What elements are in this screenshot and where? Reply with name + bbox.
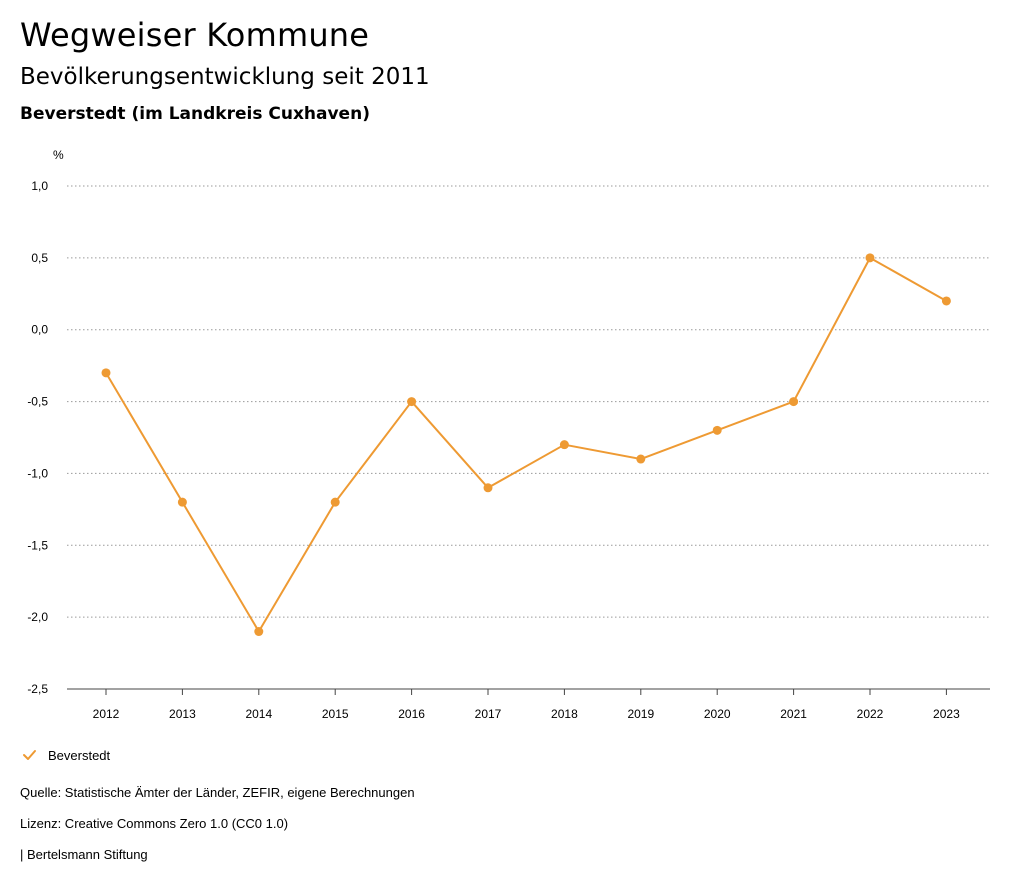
y-axis-label: % — [53, 148, 64, 162]
check-icon — [20, 746, 40, 764]
data-point — [254, 627, 264, 637]
data-point — [483, 483, 493, 493]
y-tick-label: -1,0 — [27, 466, 48, 480]
x-tick-label: 2023 — [933, 707, 960, 721]
license-text: Lizenz: Creative Commons Zero 1.0 (CC0 1… — [20, 816, 289, 831]
data-point — [407, 397, 417, 407]
x-tick-label: 2021 — [780, 707, 807, 721]
source-text: Quelle: Statistische Ämter der Länder, Z… — [20, 785, 415, 800]
series-line-beverstedt — [105, 256, 947, 633]
data-point — [941, 296, 951, 306]
y-axis-ticks: 1,0 0,5 0,0 -0,5 -1,0 -1,5 -2,0 -2,5 — [27, 179, 48, 696]
page-title: Wegweiser Kommune — [20, 16, 370, 54]
y-tick-label: -2,0 — [27, 610, 48, 624]
line-chart: 1,00,50,0-0,5-1,0-1,5-2,0-2,5 2012 2013 20… — [27, 148, 990, 721]
x-tick-label: 2019 — [627, 707, 654, 721]
chart-subtitle: Bevölkerungsentwicklung seit 2011 — [20, 64, 430, 90]
grid-lines — [67, 185, 990, 690]
legend-label: Beverstedt — [48, 747, 111, 763]
x-tick-label: 2017 — [475, 707, 502, 721]
data-point — [789, 397, 799, 407]
y-tick-label: 0,5 — [31, 251, 48, 265]
publisher-text: | Bertelsmann Stiftung — [20, 847, 148, 862]
series-layer — [101, 253, 951, 637]
x-tick-label: 2013 — [169, 707, 196, 721]
data-point — [865, 253, 875, 263]
data-point — [177, 497, 187, 507]
data-point — [330, 497, 340, 507]
x-tick-label: 2018 — [551, 707, 578, 721]
x-tick-label: 2014 — [245, 707, 272, 721]
x-axis-ticks: 2012 2013 2014 2015 2016 2017 2018 2019 2020 2021… — [93, 689, 960, 721]
x-tick-label: 2020 — [704, 707, 731, 721]
y-tick-label: -1,5 — [27, 538, 48, 552]
x-tick-label: 2012 — [93, 707, 120, 721]
x-tick-label: 2015 — [322, 707, 349, 721]
legend-item-beverstedt[interactable]: Beverstedt — [20, 744, 110, 766]
data-point — [101, 368, 111, 378]
data-point — [636, 454, 646, 464]
data-point — [559, 440, 569, 450]
y-tick-label: -2,5 — [27, 682, 48, 696]
data-point — [712, 425, 722, 435]
y-tick-label: 1,0 — [31, 179, 48, 193]
region-label: Beverstedt (im Landkreis Cuxhaven) — [20, 104, 370, 124]
x-tick-label: 2022 — [857, 707, 884, 721]
x-tick-label: 2016 — [398, 707, 425, 721]
y-tick-label: -0,5 — [27, 395, 48, 409]
y-tick-label: 0,0 — [31, 323, 48, 337]
